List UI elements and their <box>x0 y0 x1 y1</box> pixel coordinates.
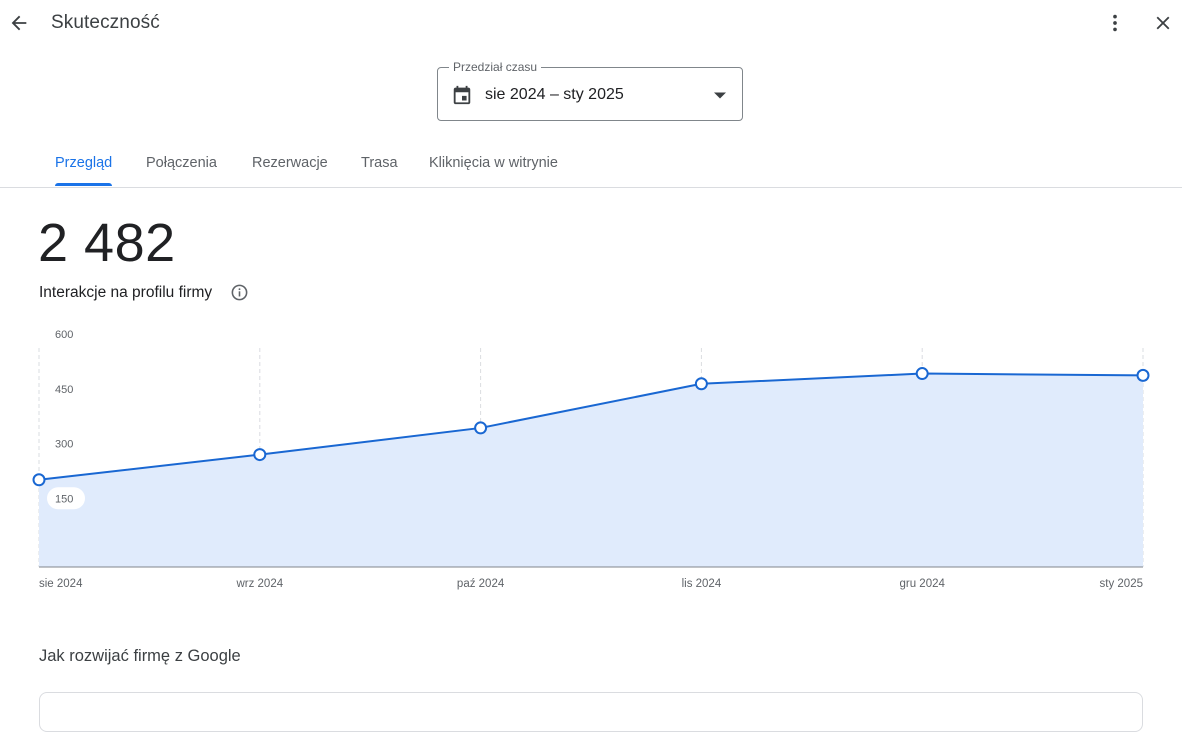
tab-website-clicks[interactable]: Kliknięcia w witrynie <box>429 155 558 171</box>
arrow-left-icon <box>11 15 27 31</box>
chevron-down-icon <box>714 92 726 99</box>
close-button[interactable] <box>1150 10 1176 36</box>
date-range-value: sie 2024 – sty 2025 <box>485 86 624 103</box>
info-icon <box>231 284 248 301</box>
section-title: Jak rozwijać firmę z Google <box>39 647 241 665</box>
interactions-chart: 600 450 300 150 sie 2024 wrz 2024 paź 2024 lis … <box>32 330 1150 590</box>
data-point <box>253 448 267 462</box>
tab-calls[interactable]: Połączenia <box>146 155 217 171</box>
y-tick-label: 300 <box>55 439 73 451</box>
data-point <box>1136 368 1150 382</box>
more-vert-icon <box>1113 14 1117 32</box>
series-line <box>38 372 1144 481</box>
more-options-button[interactable] <box>1102 10 1128 36</box>
data-point <box>915 367 929 381</box>
info-button[interactable] <box>230 283 249 307</box>
page-title: Skuteczność <box>51 12 160 33</box>
metric-label: Interakcje na profilu firmy <box>39 284 213 301</box>
calendar-icon <box>453 85 471 105</box>
metric-value: 2 482 <box>38 213 176 273</box>
x-tick-label: lis 2024 <box>682 578 722 590</box>
tab-directions[interactable]: Trasa <box>361 155 398 171</box>
series-area <box>39 373 1143 567</box>
x-tick-label: sie 2024 <box>39 578 83 590</box>
date-range-label: Przedział czasu <box>449 60 542 74</box>
x-tick-label: sty 2025 <box>1100 578 1143 590</box>
y-tick-label-bg <box>47 487 85 510</box>
data-point <box>32 473 46 487</box>
x-tick-label: gru 2024 <box>899 578 945 590</box>
x-tick-label: paź 2024 <box>457 578 505 590</box>
close-icon <box>1156 16 1170 30</box>
date-range-select[interactable]: Przedział czasu sie 2024 – sty 2025 <box>437 60 743 121</box>
y-tick-label: 600 <box>55 330 73 341</box>
y-tick-label: 450 <box>55 384 73 396</box>
tab-bar: Przegląd Połączenia Rezerwacje Trasa Kli… <box>0 140 1182 188</box>
tab-overview[interactable]: Przegląd <box>55 155 113 171</box>
back-button[interactable] <box>6 10 32 36</box>
tab-bookings[interactable]: Rezerwacje <box>252 155 328 171</box>
x-tick-label: wrz 2024 <box>235 578 283 590</box>
y-tick-label: 150 <box>55 493 73 505</box>
data-point <box>474 421 488 435</box>
active-tab-indicator <box>55 183 112 186</box>
data-point <box>694 377 708 391</box>
growth-card[interactable] <box>39 692 1143 732</box>
